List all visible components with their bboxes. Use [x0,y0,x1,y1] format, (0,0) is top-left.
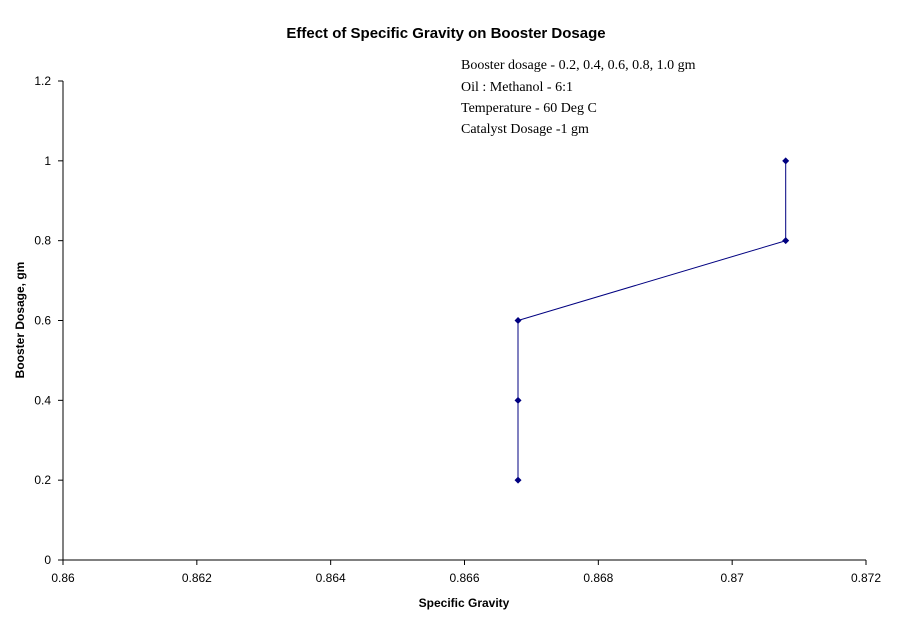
annotation-catalyst-dosage: Catalyst Dosage -1 gm [461,122,589,137]
y-axis-ticks: 0 0.2 0.4 0.6 0.8 1 1.2 [34,74,63,567]
series-layer [514,157,790,484]
data-point-marker [514,317,522,324]
y-tick-label: 0.8 [34,234,51,248]
annotation-temperature: Temperature - 60 Deg C [461,101,597,116]
x-tick-label: 0.864 [316,571,346,585]
annotation-oil-methanol: Oil : Methanol - 6:1 [461,80,573,95]
data-point-marker [782,237,790,245]
annotation-booster-dosage: Booster dosage - 0.2, 0.4, 0.6, 0.8, 1.0… [461,58,696,73]
series-line [517,160,787,481]
y-tick-label: 1.2 [34,74,51,88]
y-tick-label: 1 [44,154,51,168]
chart-title: Effect of Specific Gravity on Booster Do… [286,25,605,42]
data-point-marker [514,396,522,404]
y-tick-label: 0.2 [34,473,51,487]
x-axis-title: Specific Gravity [419,596,510,610]
data-point-marker [514,476,522,484]
annotation-block: Booster dosage - 0.2, 0.4, 0.6, 0.8, 1.0… [461,58,696,137]
y-tick-label: 0 [44,553,51,567]
x-tick-label: 0.87 [720,571,744,585]
x-tick-label: 0.872 [851,571,881,585]
x-tick-label: 0.866 [449,571,479,585]
y-tick-label: 0.6 [34,314,51,328]
x-tick-label: 0.86 [51,571,75,585]
x-tick-label: 0.868 [583,571,613,585]
y-axis-title: Booster Dosage, gm [13,262,27,379]
x-axis-ticks: 0.86 0.862 0.864 0.866 0.868 0.87 0.872 [51,560,881,585]
x-tick-label: 0.862 [182,571,212,585]
y-tick-label: 0.4 [34,393,51,407]
data-point-marker [782,157,790,165]
